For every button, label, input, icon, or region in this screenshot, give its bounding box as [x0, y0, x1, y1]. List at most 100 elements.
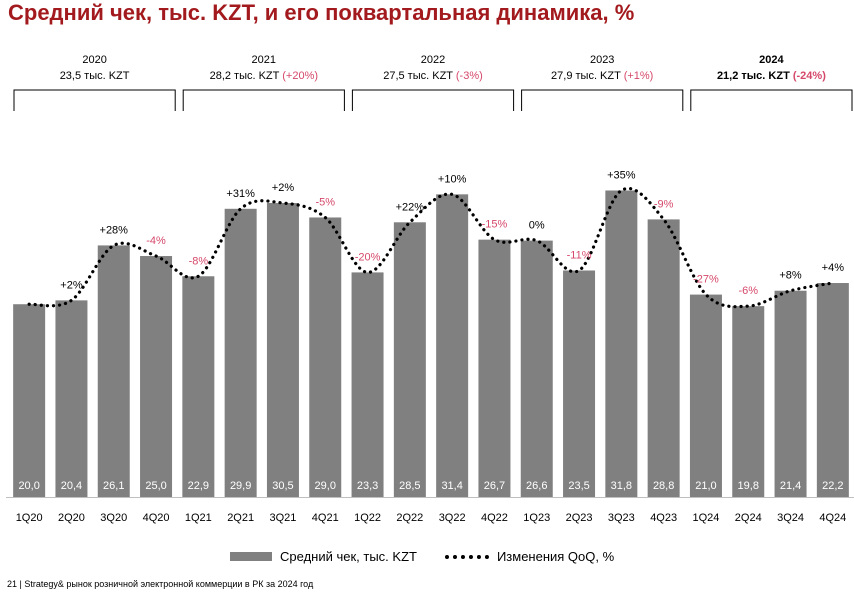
x-tick-label: 1Q20 [16, 512, 43, 524]
qoq-change-label: -15% [482, 219, 508, 231]
qoq-dotted-line [27, 186, 835, 309]
qoq-change-label: -11% [567, 249, 592, 261]
bar-value-label: 26,1 [103, 480, 124, 492]
x-tick-label: 1Q23 [523, 512, 550, 524]
bar-2Q24 [732, 306, 765, 497]
qoq-change-label: 0% [529, 220, 545, 232]
qoq-change-label: -4% [146, 235, 166, 247]
qoq-change-label: +8% [779, 270, 802, 282]
bar-3Q20 [97, 245, 130, 497]
year-summary-value: 27,9 тыс. KZT [551, 70, 621, 82]
bar-value-label: 26,6 [526, 480, 547, 492]
bar-4Q22 [478, 239, 511, 497]
year-summary-value: 21,2 тыс. KZT [717, 70, 790, 82]
bar-1Q24 [689, 294, 722, 497]
bar-value-label: 31,4 [441, 480, 462, 492]
bar-value-label: 23,5 [568, 480, 589, 492]
x-tick-label: 3Q20 [100, 512, 127, 524]
qoq-change-label: -8% [189, 255, 209, 267]
year-label: 2021 [252, 54, 276, 66]
qoq-change-label: +2% [272, 182, 295, 194]
bar-value-label: 22,2 [822, 480, 843, 492]
bar-value-label: 20,4 [61, 480, 82, 492]
x-tick-label: 2Q22 [396, 512, 423, 524]
year-bracket [182, 89, 345, 111]
bar-1Q23 [520, 240, 553, 497]
year-bracket [351, 89, 515, 111]
year-summary-value: 28,2 тыс. KZT [210, 70, 280, 82]
bar-3Q21 [266, 203, 299, 497]
year-summary: 27,5 тыс. KZT (-3%) [383, 70, 483, 82]
year-bracket [521, 89, 684, 111]
x-tick-label: 1Q22 [354, 512, 381, 524]
year-summary: 27,9 тыс. KZT (+1%) [551, 70, 653, 82]
footer-text: 21 | Strategy& рынок розничной электронн… [7, 579, 314, 589]
x-tick-label: 1Q24 [692, 512, 719, 524]
legend-bar-label: Средний чек, тыс. KZT [280, 549, 417, 564]
qoq-change-label: -20% [355, 251, 381, 263]
year-summary-change: (-3%) [453, 70, 483, 82]
bar-value-label: 29,0 [315, 480, 336, 492]
year-label: 2024 [759, 54, 784, 66]
bar-3Q23 [605, 190, 638, 497]
year-summary: 21,2 тыс. KZT (-24%) [717, 70, 826, 82]
year-summary-value: 27,5 тыс. KZT [383, 70, 453, 82]
quarterly-check-chart: 20,0 1Q20 20,4 2Q20 26,1 3Q20 25,0 4Q20 22,9 1Q21… [6, 54, 854, 524]
qoq-change-label: -5% [315, 196, 335, 208]
qoq-change-label: -27% [693, 274, 719, 286]
qoq-change-label: +4% [822, 262, 845, 274]
bar-3Q24 [774, 290, 807, 497]
bar-2Q22 [393, 222, 426, 497]
bar-2Q20 [55, 300, 88, 497]
bar-value-label: 29,9 [230, 480, 251, 492]
bar-value-label: 28,5 [399, 480, 420, 492]
bar-value-label: 31,8 [611, 480, 632, 492]
bar-value-label: 26,7 [484, 480, 505, 492]
year-label: 2022 [421, 54, 445, 66]
qoq-change-label: -9% [654, 198, 674, 210]
x-tick-label: 2Q24 [735, 512, 762, 524]
bar-3Q22 [436, 194, 469, 498]
bar-2Q21 [224, 208, 257, 497]
bar-1Q22 [351, 272, 384, 497]
bar-4Q24 [816, 283, 849, 497]
year-label: 2020 [82, 54, 106, 66]
bar-4Q21 [309, 217, 342, 497]
bar-value-label: 28,8 [653, 480, 674, 492]
qoq-change-label: +22% [396, 201, 425, 213]
year-summary: 23,5 тыс. KZT [60, 70, 130, 82]
qoq-change-label: +28% [100, 224, 129, 236]
bar-1Q21 [182, 276, 215, 497]
bar-2Q23 [563, 270, 596, 497]
bar-value-label: 25,0 [145, 480, 166, 492]
year-label: 2023 [590, 54, 614, 66]
x-tick-label: 2Q20 [58, 512, 85, 524]
bar-value-label: 20,0 [18, 480, 39, 492]
bar-value-label: 30,5 [272, 480, 293, 492]
x-tick-label: 4Q22 [481, 512, 508, 524]
x-tick-label: 3Q21 [269, 512, 296, 524]
year-bracket [690, 89, 853, 111]
year-summary: 28,2 тыс. KZT (+20%) [210, 70, 318, 82]
x-tick-label: 4Q21 [312, 512, 339, 524]
qoq-change-label: +10% [438, 173, 467, 185]
bar-value-label: 23,3 [357, 480, 378, 492]
year-summary-change: (+20%) [279, 70, 318, 82]
x-tick-label: 2Q21 [227, 512, 254, 524]
qoq-change-label: +2% [60, 279, 83, 291]
x-tick-label: 3Q22 [439, 512, 466, 524]
bar-value-label: 22,9 [188, 480, 209, 492]
bar-value-label: 21,0 [695, 480, 716, 492]
year-summary-change: (+1%) [621, 70, 654, 82]
bar-4Q20 [140, 256, 173, 497]
x-tick-label: 4Q23 [650, 512, 677, 524]
x-tick-label: 4Q20 [143, 512, 170, 524]
chart-title: Средний чек, тыс. KZT, и его поквартальн… [8, 0, 635, 25]
legend-line-label: Изменения QoQ, % [496, 549, 615, 564]
qoq-change-label: +31% [226, 188, 255, 200]
qoq-change-label: +35% [607, 169, 636, 181]
x-tick-label: 2Q23 [566, 512, 593, 524]
legend: Средний чек, тыс. KZT Изменения QoQ, % [230, 549, 614, 564]
x-tick-label: 3Q23 [608, 512, 635, 524]
x-tick-label: 1Q21 [185, 512, 212, 524]
